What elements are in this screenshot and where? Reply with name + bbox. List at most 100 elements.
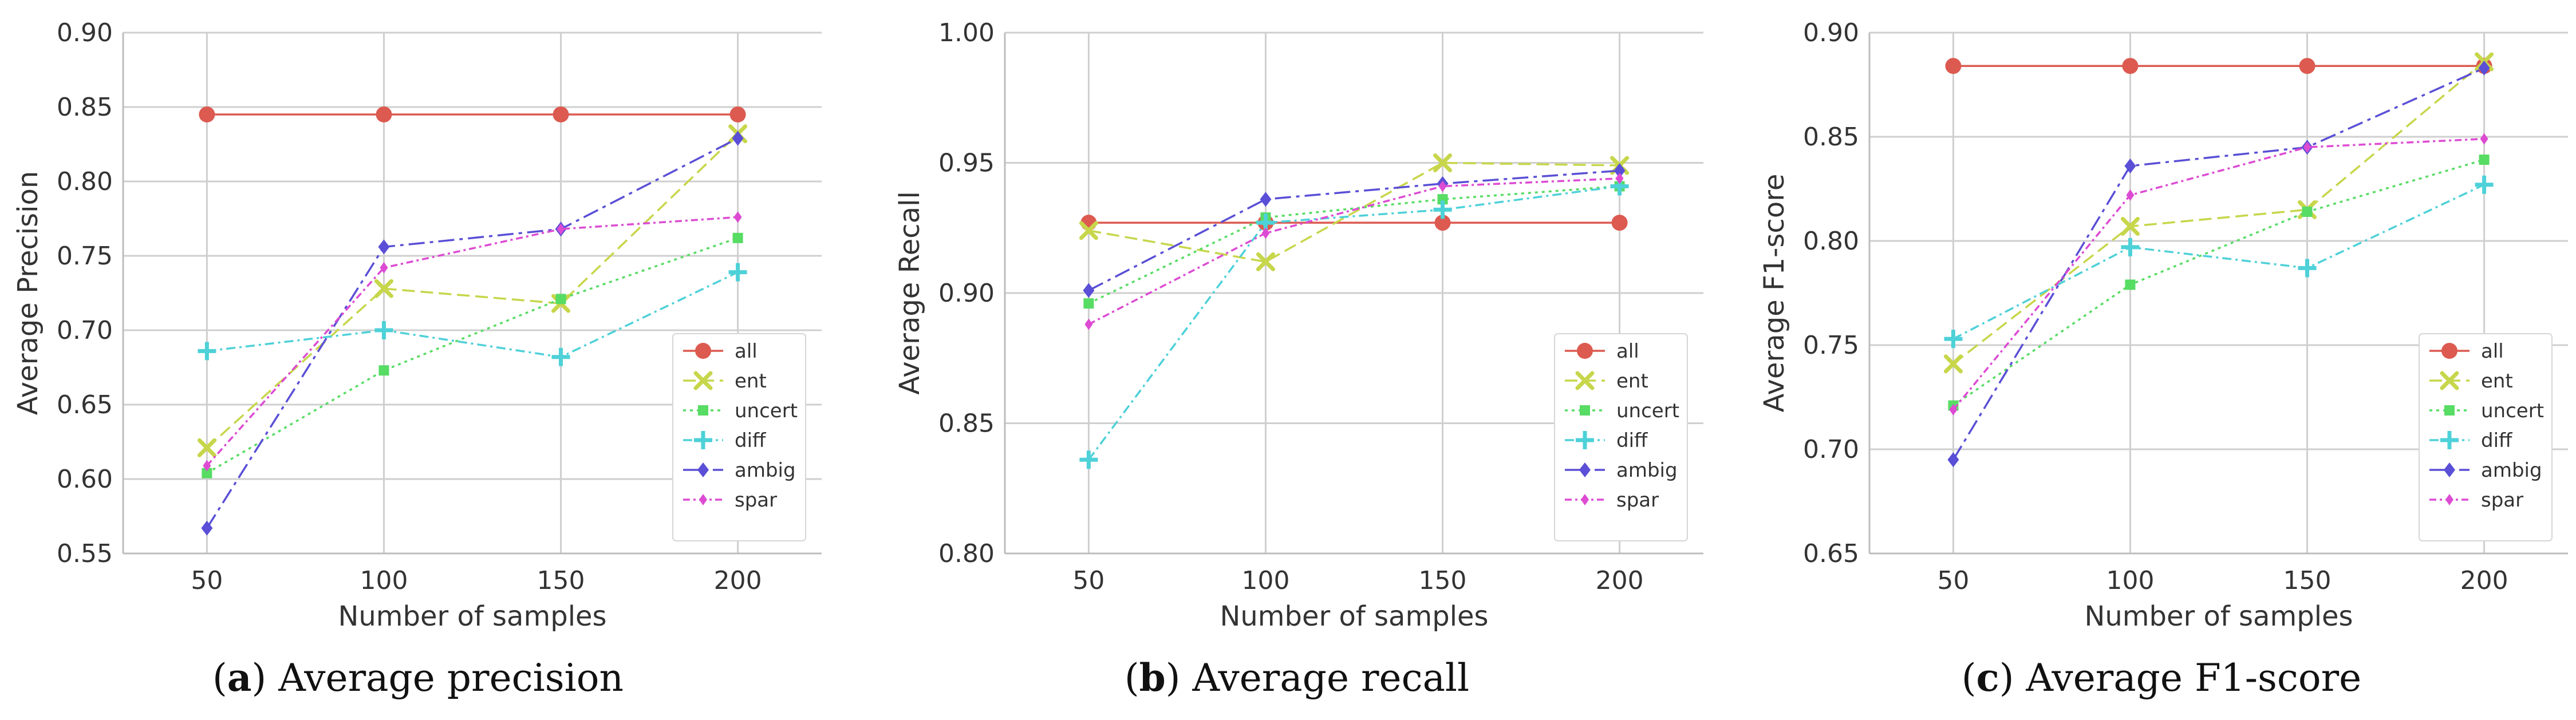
legend-marker (2440, 371, 2459, 390)
y-tick-label: 0.85 (938, 409, 995, 438)
series-line-uncert (1952, 159, 2485, 407)
data-point-uncert (202, 468, 212, 478)
data-point-diff (1433, 200, 1452, 219)
data-point-ent (1433, 153, 1453, 172)
data-point-ambig (1083, 283, 1095, 298)
data-point-diff (1079, 450, 1098, 469)
data-point-spar (380, 262, 388, 274)
series-spar (1084, 172, 1624, 330)
series-line-ambig (1088, 169, 1620, 292)
data-point-uncert (2479, 155, 2490, 165)
y-axis-label: Average Precision (12, 171, 44, 416)
data-point-ambig (2124, 158, 2136, 173)
x-tick-label: 200 (714, 566, 762, 595)
legend-item-ambig: ambig (2429, 459, 2542, 482)
data-point-spar (2126, 189, 2135, 201)
series-line-ent (1952, 61, 2485, 365)
legend-item-ambig: ambig (683, 459, 796, 482)
x-tick-label: 50 (1072, 566, 1104, 595)
data-point-uncert (555, 294, 566, 304)
y-tick-label: 0.90 (57, 18, 113, 48)
data-point-all (729, 106, 746, 122)
figure-caption: (c) Average F1-score (1962, 655, 2361, 700)
caption-letter: a (227, 655, 252, 700)
data-point-all (376, 106, 392, 122)
data-point-all (553, 106, 569, 122)
data-point-ambig (1260, 192, 1272, 207)
legend-label: ent (735, 370, 767, 393)
legend-item-ent: ent (1565, 370, 1648, 393)
data-point-diff (374, 321, 393, 339)
legend-label: ambig (1616, 459, 1678, 482)
figure-caption: (a) Average precision (212, 655, 624, 700)
legend-marker (2444, 462, 2455, 477)
data-point-all (1434, 215, 1451, 231)
y-tick-label: 0.80 (938, 539, 995, 568)
x-tick-label: 100 (2106, 566, 2154, 595)
data-point-uncert (2302, 207, 2313, 217)
series-spar (203, 211, 742, 472)
legend-item-spar: spar (1565, 489, 1659, 512)
data-point-spar (2480, 133, 2488, 145)
data-point-ambig (1614, 163, 1626, 179)
y-tick-label: 0.60 (57, 465, 113, 494)
data-point-ambig (2478, 60, 2490, 76)
series-diff (198, 263, 747, 366)
caption-text: ) Average recall (1166, 656, 1469, 700)
data-point-ent (197, 438, 216, 457)
data-point-ent (2120, 217, 2140, 236)
legend-item-ent: ent (2429, 370, 2513, 393)
chart-panel-c: 0.65 0.70 0.75 0.80 0.85 0.90 50 100 150 200 Numbe… (1758, 18, 2568, 700)
legend-marker (693, 371, 713, 390)
data-point-ent (1256, 252, 1275, 271)
legend-label: all (1616, 340, 1639, 363)
data-point-spar (203, 460, 211, 472)
legend-marker (2445, 494, 2453, 505)
data-point-diff (551, 347, 570, 366)
data-point-all (1611, 215, 1628, 231)
x-tick-label: 150 (537, 566, 585, 595)
series-line-diff (207, 271, 739, 358)
x-tick-label: 100 (1241, 566, 1289, 595)
caption-text: ) Average F1-score (1999, 656, 2362, 700)
legend-marker (697, 462, 709, 477)
data-point-diff (2475, 175, 2494, 194)
y-tick-label: 0.95 (938, 149, 995, 178)
legend-marker (1579, 462, 1591, 477)
legend: all ent uncert diff ambig spar (1554, 333, 1688, 541)
data-point-all (2299, 58, 2315, 74)
y-tick-label: 1.00 (938, 18, 995, 48)
y-tick-label: 0.65 (1803, 539, 1859, 568)
data-point-spar (1949, 403, 1958, 416)
legend-item-diff: diff (2429, 429, 2513, 452)
series-line-ambig (206, 137, 739, 529)
x-tick-label: 200 (2460, 566, 2508, 595)
legend-marker (1580, 405, 1590, 416)
y-tick-label: 0.80 (1803, 227, 1859, 256)
caption-paren-open: ( (1125, 656, 1139, 700)
series-line-ent (1088, 161, 1620, 263)
y-axis-label: Average F1-score (1758, 174, 1790, 413)
caption-paren-open: ( (1962, 656, 1977, 700)
legend: all ent uncert diff ambig spar (2419, 333, 2553, 541)
series-uncert (202, 232, 743, 478)
legend-label: uncert (2481, 399, 2544, 422)
legend-item-diff: diff (1565, 429, 1648, 452)
legend-label: spar (1616, 489, 1659, 512)
series-ambig (201, 130, 744, 536)
data-point-ent (1079, 221, 1098, 240)
series-diff (1079, 177, 1629, 469)
data-point-spar (1438, 180, 1447, 192)
caption-letter: c (1977, 655, 1999, 700)
series-line-ambig (1952, 67, 2485, 461)
data-point-ambig (378, 239, 390, 255)
data-point-uncert (1083, 298, 1094, 309)
series-uncert (1948, 155, 2490, 411)
data-point-all (2122, 58, 2139, 74)
legend-label: uncert (1616, 399, 1679, 422)
legend-label: ambig (2481, 459, 2542, 482)
series-line-spar (206, 216, 738, 466)
series-line-spar (1088, 177, 1620, 326)
data-point-spar (1084, 318, 1093, 330)
